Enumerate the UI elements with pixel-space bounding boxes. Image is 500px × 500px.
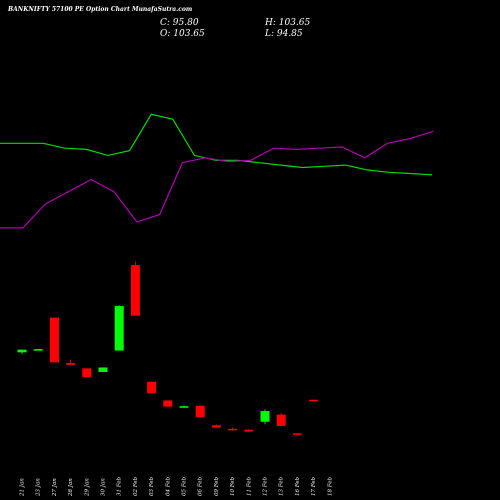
candle-30-jan bbox=[98, 367, 108, 372]
low-value: L: 94.85 bbox=[265, 29, 303, 39]
x-tick-label: 16 Feb bbox=[295, 476, 301, 496]
candle-body bbox=[130, 265, 140, 316]
candle-10-feb bbox=[228, 427, 238, 431]
candle-body bbox=[98, 367, 108, 372]
x-tick-label: 05 Feb bbox=[182, 476, 188, 496]
candle-body bbox=[260, 411, 270, 422]
x-tick-label: 04 Feb bbox=[165, 476, 171, 496]
candle-11-feb bbox=[244, 429, 254, 432]
close-value: C: 95.80 bbox=[160, 18, 199, 28]
candle-body bbox=[292, 433, 302, 435]
x-tick-label: 30 Jan bbox=[101, 478, 107, 496]
candle-body bbox=[276, 414, 286, 426]
chart-title: BANKNIFTY 57100 PE Option Chart MunafaSu… bbox=[8, 6, 193, 13]
candle-09-feb bbox=[211, 424, 221, 428]
candle-body bbox=[163, 400, 173, 407]
candle-03-feb bbox=[147, 381, 157, 394]
x-tick-label: 09 Feb bbox=[214, 476, 220, 496]
x-tick-label: 31 Feb bbox=[117, 476, 123, 496]
candle-body bbox=[309, 399, 319, 402]
candle-body bbox=[195, 405, 205, 418]
candle-body bbox=[114, 306, 124, 351]
high-value: H: 103.65 bbox=[265, 18, 311, 28]
candles bbox=[17, 261, 319, 435]
magenta-indicator-line bbox=[0, 130, 434, 229]
x-tick-label: 06 Feb bbox=[198, 476, 204, 496]
candle-29-jan bbox=[82, 368, 92, 378]
candle-body bbox=[49, 317, 59, 363]
candle-04-feb bbox=[163, 400, 173, 407]
candle-body bbox=[66, 363, 76, 365]
indicator-lines bbox=[0, 113, 434, 229]
candle-body bbox=[147, 381, 157, 394]
x-axis-tick-labels: 21 Jan 23 Jan 27 Jan 28 Jan 29 Jan 30 Jan 31 F… bbox=[20, 476, 334, 497]
x-tick-label: 13 Feb bbox=[279, 476, 285, 496]
x-tick-label: 02 Feb bbox=[133, 476, 139, 496]
candle-body bbox=[179, 406, 189, 408]
x-tick-label: 29 Jan bbox=[84, 478, 90, 497]
x-tick-label: 18 Feb bbox=[327, 476, 333, 496]
candle-05-feb bbox=[179, 405, 189, 408]
x-tick-label: 27 Jan bbox=[52, 478, 58, 497]
x-tick-label: 03 Feb bbox=[149, 476, 155, 496]
candle-13-feb bbox=[276, 412, 286, 426]
candle-31-feb bbox=[114, 305, 124, 351]
green-indicator-line bbox=[0, 113, 433, 176]
candle-17-feb bbox=[309, 399, 319, 402]
candle-02-feb bbox=[130, 261, 140, 316]
x-tick-label: 10 Feb bbox=[230, 476, 236, 496]
candle-12-feb bbox=[260, 409, 270, 425]
x-tick-label: 11 Feb bbox=[246, 476, 252, 496]
candle-28-jan bbox=[66, 359, 76, 365]
x-tick-label: 28 Jan bbox=[68, 478, 74, 497]
x-tick-label: 12 Feb bbox=[263, 476, 269, 496]
candle-body bbox=[211, 425, 221, 428]
candle-16-feb bbox=[292, 433, 302, 435]
x-tick-label: 21 Jan bbox=[20, 478, 26, 497]
candle-body bbox=[244, 429, 254, 432]
open-value: O: 103.65 bbox=[160, 29, 205, 39]
x-tick-label: 17 Feb bbox=[311, 476, 317, 496]
x-tick-label: 23 Jan bbox=[36, 478, 42, 497]
candle-body bbox=[228, 428, 238, 431]
candle-21-jan bbox=[17, 349, 27, 355]
candle-body bbox=[33, 349, 43, 351]
candle-23-jan bbox=[33, 349, 43, 351]
candle-body bbox=[82, 368, 92, 378]
candle-27-jan bbox=[49, 317, 59, 363]
candle-06-feb bbox=[195, 405, 205, 418]
candle-body bbox=[17, 349, 27, 353]
